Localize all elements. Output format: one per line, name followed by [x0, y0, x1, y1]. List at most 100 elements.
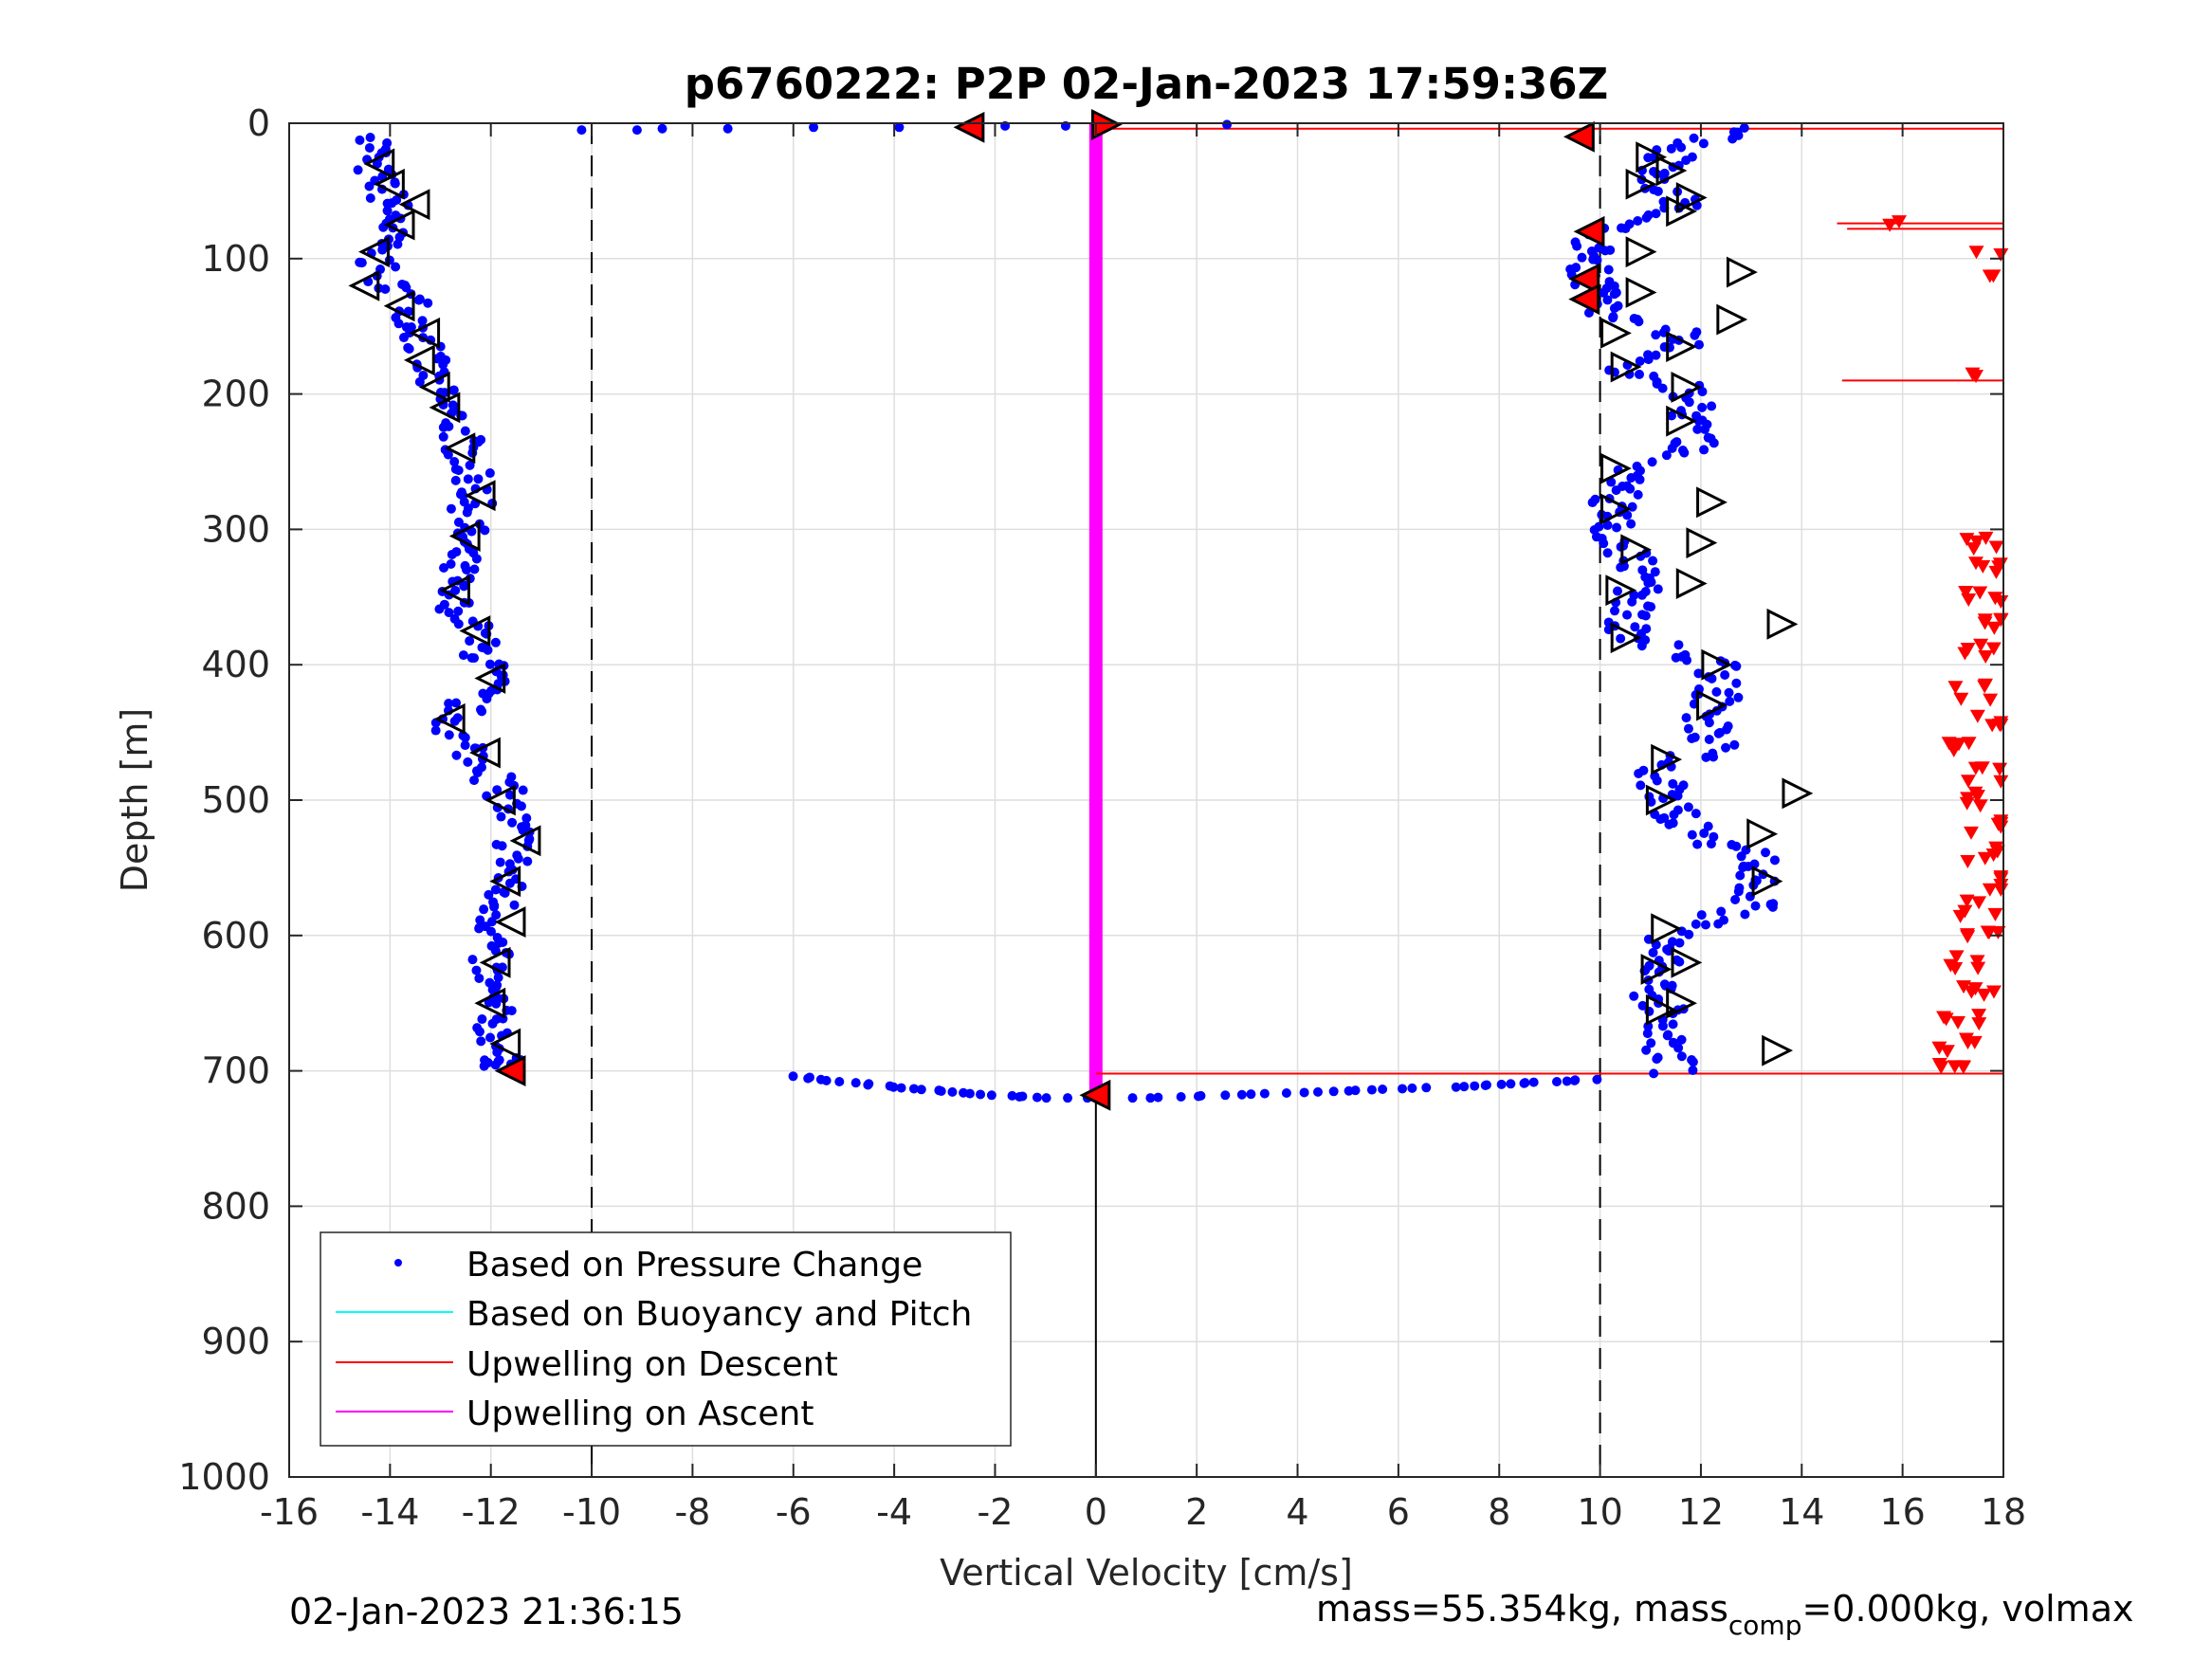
ascent-triangle-marker — [1605, 574, 1637, 607]
pressure-dot — [518, 785, 528, 795]
pressure-dot — [465, 636, 475, 647]
pressure-dot — [398, 333, 409, 343]
pressure-dot — [1153, 1092, 1163, 1103]
red-triangle-marker — [1568, 263, 1600, 295]
ascent-triangle-marker — [1645, 784, 1677, 816]
ascent-triangle-marker — [1625, 168, 1657, 200]
y-tick-label: 500 — [201, 779, 270, 821]
pressure-dot — [1281, 1088, 1291, 1099]
pressure-dot — [1681, 713, 1691, 723]
ascent-triangle-marker — [1655, 155, 1688, 187]
ascent-triangle-marker — [1651, 913, 1683, 945]
pressure-dot — [477, 1014, 487, 1025]
pressure-dot — [1610, 606, 1620, 616]
ascent-triangle-marker — [1651, 743, 1683, 775]
pressure-dot — [490, 1060, 501, 1070]
pressure-dot — [1602, 520, 1613, 530]
pressure-dot — [1642, 1029, 1653, 1039]
pressure-dot — [471, 554, 482, 564]
pressure-dot — [1709, 831, 1719, 842]
upwelling-descent-marker — [1988, 565, 2004, 579]
pressure-dot — [1673, 805, 1683, 815]
upwelling-descent-marker — [1984, 719, 2001, 733]
pressure-dot — [1676, 1034, 1687, 1045]
pressure-dot — [489, 902, 500, 912]
pressure-dot — [1711, 686, 1722, 697]
red-triangle-marker — [1573, 215, 1605, 247]
ascent-triangle-marker — [1766, 608, 1799, 640]
pressure-dot — [1640, 586, 1651, 596]
pressure-dot — [722, 123, 733, 134]
pressure-dot — [1649, 185, 1659, 195]
pressure-dot — [1015, 1092, 1025, 1103]
pressure-dot — [438, 359, 448, 370]
pressure-dot — [1602, 295, 1613, 305]
x-tick-label: -6 — [776, 1491, 812, 1533]
y-tick-label: 800 — [201, 1185, 270, 1227]
ascent-triangle-marker — [1666, 987, 1698, 1019]
ascent-triangle-marker — [1610, 351, 1642, 383]
descent-triangle-marker — [358, 236, 390, 268]
pressure-dot — [451, 698, 462, 708]
upwelling-descent-marker — [1971, 1009, 1987, 1023]
pressure-dot — [474, 973, 484, 983]
upwelling-descent-marker — [1978, 531, 1994, 545]
pressure-dot — [1629, 991, 1639, 1001]
pressure-dot — [1647, 457, 1657, 467]
pressure-dot — [476, 1036, 486, 1047]
pressure-dot — [1613, 301, 1623, 311]
x-tick-label: 18 — [1981, 1491, 2026, 1533]
pressure-dot — [473, 474, 484, 484]
pressure-dot — [400, 281, 411, 291]
pressure-dot — [1733, 692, 1744, 702]
pressure-dot — [1658, 196, 1669, 207]
upwelling-descent-marker — [1993, 820, 2009, 834]
legend-label-upwelling-ascent: Upwelling on Ascent — [466, 1395, 814, 1433]
ascent-triangle-marker — [1671, 946, 1703, 978]
x-tick-label: -16 — [260, 1491, 319, 1533]
pressure-dot — [986, 1090, 996, 1101]
pressure-dot — [1672, 955, 1682, 965]
pressure-dot — [1678, 780, 1689, 791]
series-layer — [353, 119, 2009, 1103]
pressure-dot — [1459, 1082, 1470, 1092]
pressure-dot — [1622, 610, 1633, 620]
pressure-dot — [471, 766, 482, 776]
pressure-dot — [449, 457, 460, 467]
pressure-dot — [1633, 489, 1643, 500]
x-tick-label: 16 — [1879, 1491, 1925, 1533]
upwelling-descent-marker — [1982, 269, 1998, 283]
pressure-dot — [1691, 327, 1702, 337]
pressure-dot — [1660, 324, 1671, 335]
pressure-dot — [1716, 906, 1727, 917]
pressure-dot — [1721, 742, 1731, 753]
ascent-triangle-marker — [1600, 493, 1632, 525]
upwelling-descent-marker — [1972, 586, 1988, 600]
upwelling-descent-marker — [1968, 535, 1984, 549]
descent-triangle-marker — [494, 906, 526, 938]
pressure-dot — [443, 449, 453, 460]
pressure-dot — [1648, 947, 1658, 957]
pressure-dot — [1571, 263, 1581, 273]
upwelling-descent-marker — [1985, 642, 2002, 656]
pressure-dot — [1594, 243, 1604, 253]
pressure-dot — [1706, 433, 1716, 444]
markers-layer — [348, 109, 1814, 1111]
legend-label-upwelling-descent: Upwelling on Descent — [466, 1345, 838, 1384]
pressure-dot — [1674, 938, 1685, 948]
descent-triangle-marker — [479, 946, 511, 978]
ascent-triangle-marker — [1600, 452, 1632, 484]
pressure-dot — [1667, 937, 1677, 947]
pressure-dot — [1687, 830, 1697, 840]
pressure-dot — [1643, 210, 1654, 220]
pressure-dot — [471, 965, 482, 975]
ascent-triangle-marker — [1696, 486, 1728, 519]
pressure-dot — [382, 206, 393, 216]
pressure-dot — [1768, 899, 1779, 909]
pressure-dot — [1646, 1038, 1656, 1048]
pressure-dot — [1689, 133, 1699, 143]
pressure-dot — [657, 123, 667, 134]
ascent-triangle-marker — [1666, 195, 1698, 228]
upwelling-descent-marker — [1977, 851, 1993, 866]
pressure-dot — [451, 750, 462, 760]
